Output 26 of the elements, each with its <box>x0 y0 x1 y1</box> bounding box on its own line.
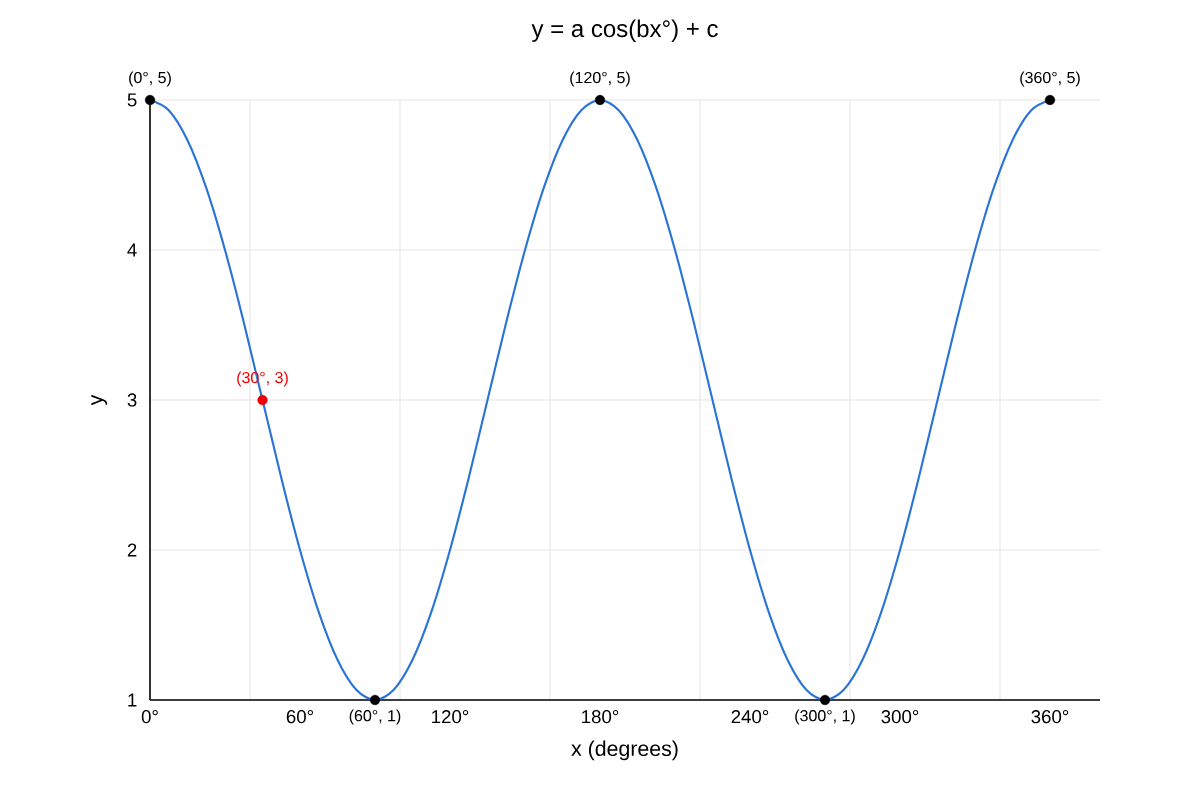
data-label: (300°, 1) <box>795 709 855 725</box>
y-tick-label: 4 <box>127 243 137 257</box>
x-axis-title: x (degrees) <box>571 740 678 761</box>
data-label: (60°, 1) <box>349 709 401 725</box>
x-tick-label: 180° <box>582 710 619 724</box>
data-label: (0°, 5) <box>129 71 171 87</box>
x-tick-label: 120° <box>432 710 469 724</box>
point <box>594 94 606 106</box>
y-tick-label: 1 <box>128 693 137 707</box>
x-tick-label: 360° <box>1031 710 1069 724</box>
point <box>1044 94 1056 106</box>
point <box>144 94 156 106</box>
y-axis-title: y <box>91 394 108 406</box>
y-tick-label: 2 <box>127 543 137 557</box>
point <box>369 694 381 706</box>
x-tick-label: 240° <box>731 710 769 724</box>
chart-title: y = a cos(bx°) + c <box>531 19 718 42</box>
y-tick-label: 5 <box>127 93 137 107</box>
x-tick-label: 300° <box>881 710 919 724</box>
data-label: (120°, 5) <box>570 71 630 87</box>
x-tick-label: 0° <box>141 710 158 724</box>
point <box>819 694 831 706</box>
y-tick-label: 3 <box>127 393 137 407</box>
point <box>257 394 268 406</box>
x-tick-label: 60° <box>286 710 313 724</box>
data-label: (360°, 5) <box>1020 71 1080 87</box>
